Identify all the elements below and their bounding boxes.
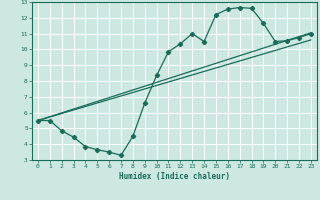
X-axis label: Humidex (Indice chaleur): Humidex (Indice chaleur)	[119, 172, 230, 181]
